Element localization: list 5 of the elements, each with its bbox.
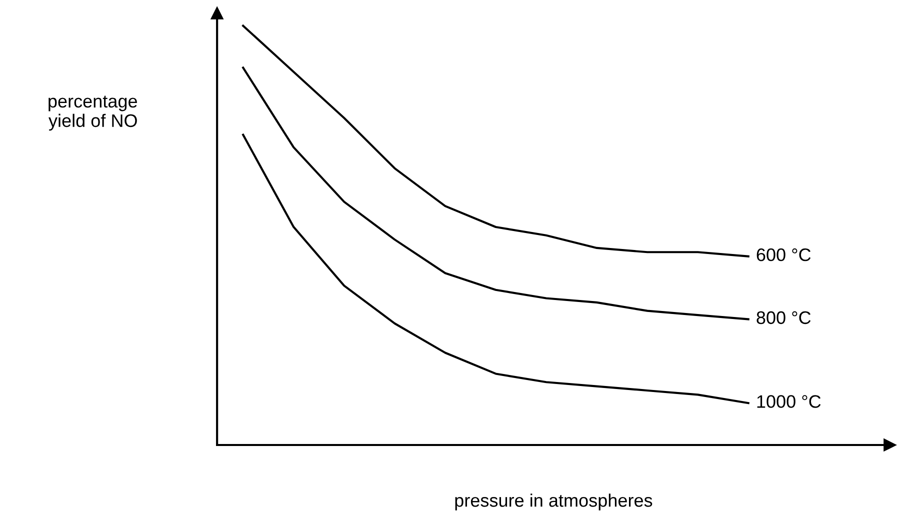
series-label: 800 °C xyxy=(756,311,811,324)
series-label: 600 °C xyxy=(756,248,811,262)
x-axis-title: pressure in atmospheres xyxy=(455,494,652,510)
series-label: 1000 °C xyxy=(757,395,821,408)
y-axis-title: percentage yield of NO xyxy=(48,96,137,131)
